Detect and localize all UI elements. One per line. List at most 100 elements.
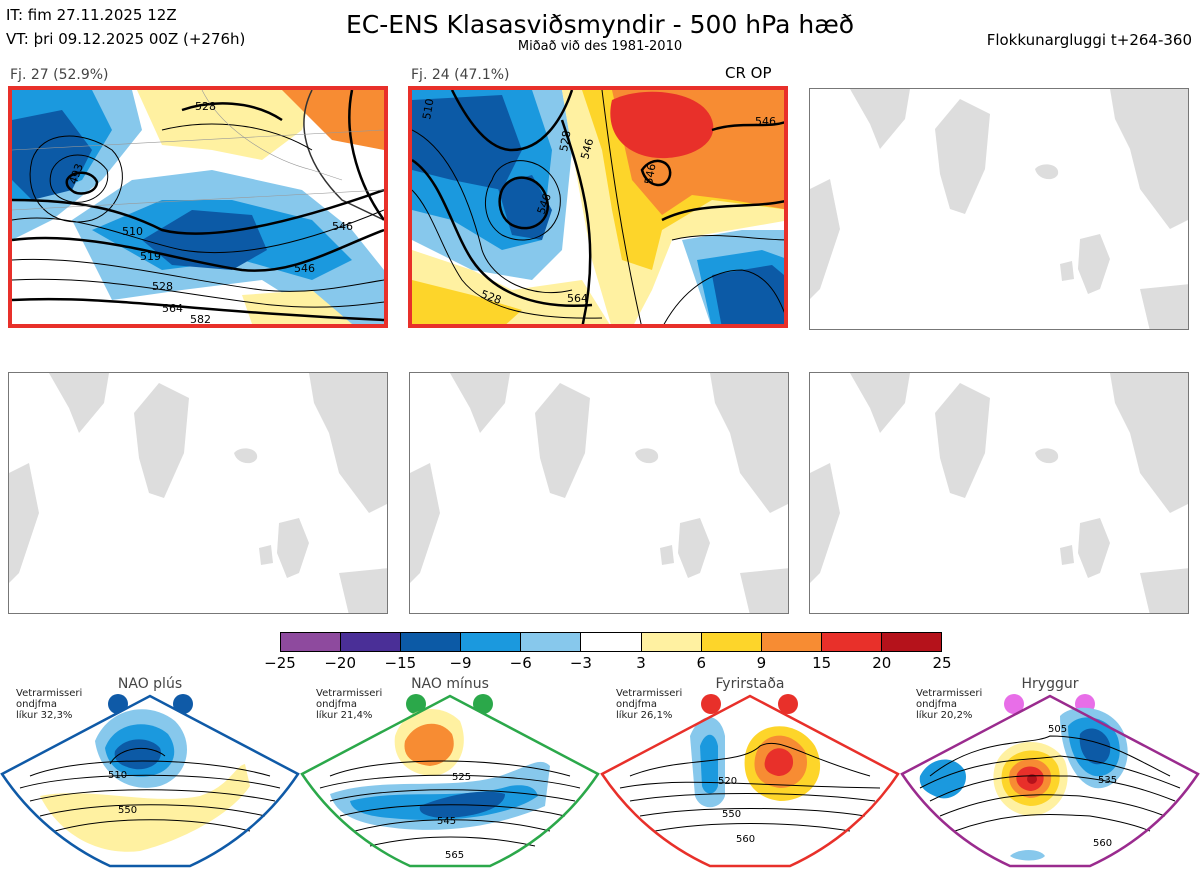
colorbar-ticks: −25 −20 −15 −9 −6 −3 3 6 9 15 20 25 <box>260 654 960 674</box>
colorbar-swatch <box>401 633 462 651</box>
colorbar-tick-label: −6 <box>509 654 532 672</box>
regime-stat-line: Vetrarmisseri <box>16 688 83 699</box>
regime-probability: líkur 32,3% <box>16 710 73 721</box>
regime-ridge[interactable]: Hryggur Vetrarmisseri ondjfma líkur 20,2… <box>900 676 1200 871</box>
contour-label: 520 <box>718 776 737 787</box>
contour-label: 565 <box>445 850 464 861</box>
cluster-map-1[interactable]: 528 493 510 519 528 546 546 564 582 <box>8 86 388 328</box>
empty-map-graphic <box>410 373 788 613</box>
empty-map-graphic <box>810 89 1188 329</box>
cluster-map-5-empty[interactable] <box>409 372 789 614</box>
regime-nao-minus[interactable]: NAO mínus Vetrarmisseri ondjfma líkur 21… <box>300 676 600 871</box>
regime-map: 510 550 <box>0 694 300 868</box>
colorbar-tick-label: 3 <box>636 654 646 672</box>
regime-stat-line: ondjfma <box>616 699 657 710</box>
regime-stats: Vetrarmisseri ondjfma líkur 32,3% <box>16 688 82 721</box>
regime-name: Fyrirstaða <box>715 676 785 692</box>
colorbar-swatch <box>281 633 342 651</box>
cluster-map-1-graphic: 528 493 510 519 528 546 546 564 582 <box>12 90 384 324</box>
regime-name: NAO mínus <box>411 676 489 692</box>
regime-stat-line: ondjfma <box>316 699 357 710</box>
contour-label: 550 <box>118 805 137 816</box>
contour-label: 546 <box>294 262 315 275</box>
colorbar-swatch <box>461 633 522 651</box>
colorbar-tick-label: −25 <box>264 654 296 672</box>
regime-stats: Vetrarmisseri ondjfma líkur 21,4% <box>316 688 382 721</box>
regime-dot <box>406 694 426 714</box>
colorbar-tick-label: 15 <box>812 654 832 672</box>
regime-outline <box>300 694 600 868</box>
contour-label: 546 <box>642 163 658 186</box>
page-title: EC-ENS Klasasviðsmyndir - 500 hPa hæð <box>345 10 855 39</box>
cluster-map-4-empty[interactable] <box>8 372 388 614</box>
colorbar-swatch <box>341 633 402 651</box>
colorbar-tick-label: −9 <box>449 654 472 672</box>
contour-label: 519 <box>140 250 161 263</box>
contour-label: 560 <box>1093 838 1112 849</box>
regime-map: 520 550 560 <box>600 694 900 868</box>
cluster-map-3-empty[interactable] <box>809 88 1189 330</box>
colorbar-swatch <box>641 633 702 651</box>
colorbar-tick-label: −20 <box>324 654 356 672</box>
regime-blocking[interactable]: Fyrirstaða Vetrarmisseri ondjfma líkur 2… <box>600 676 900 871</box>
colorbar-tick-label: 6 <box>696 654 707 672</box>
regime-probability: líkur 21,4% <box>316 710 373 721</box>
regime-outline <box>600 694 900 868</box>
classification-window: Flokkunargluggi t+264-360 <box>986 31 1192 49</box>
contour-label: 510 <box>108 770 127 781</box>
colorbar-tick-label: 9 <box>756 654 767 672</box>
colorbar-swatch <box>881 633 942 651</box>
contour-label: 528 <box>557 130 573 153</box>
regime-probability: líkur 20,2% <box>916 710 973 721</box>
contour-label: 510 <box>122 225 143 238</box>
regime-stat-line: Vetrarmisseri <box>616 688 683 699</box>
panel-2-label: Fj. 24 (47.1%) <box>411 67 510 83</box>
regime-probability: líkur 26,1% <box>616 710 673 721</box>
regime-stats: Vetrarmisseri ondjfma líkur 26,1% <box>616 688 682 721</box>
regime-dot <box>778 694 798 714</box>
colorbar-swatch <box>521 633 582 651</box>
anomaly-colorbar <box>280 632 942 652</box>
regime-stat-line: Vetrarmisseri <box>316 688 383 699</box>
contour-label: 582 <box>190 313 211 324</box>
contour-label: 546 <box>332 220 353 233</box>
colorbar-tick-label: 20 <box>872 654 892 672</box>
contour-label: 528 <box>152 280 173 293</box>
contour-label: 510 <box>420 98 436 121</box>
colorbar-swatch <box>581 633 642 651</box>
colorbar-swatch <box>821 633 882 651</box>
contour-label: 535 <box>1098 775 1117 786</box>
cluster-map-6-empty[interactable] <box>809 372 1189 614</box>
contour-label: 560 <box>736 834 755 845</box>
regime-name: Hryggur <box>1021 676 1079 692</box>
regime-stat-line: ondjfma <box>916 699 957 710</box>
empty-map-graphic <box>810 373 1188 613</box>
colorbar-tick-label: −15 <box>384 654 417 672</box>
regime-stat-line: ondjfma <box>16 699 57 710</box>
regime-outline <box>900 694 1200 868</box>
regime-outline <box>0 694 300 868</box>
regime-dot <box>701 694 721 714</box>
valid-time: VT: þri 09.12.2025 00Z (+276h) <box>6 30 246 48</box>
contour-label: 550 <box>722 809 741 820</box>
cluster-map-2-graphic: 510 546 546 528 546 564 528 546 <box>412 90 784 324</box>
page-subtitle: Miðað við des 1981-2010 <box>517 39 683 54</box>
contour-label: 525 <box>452 772 471 783</box>
cr-op-tag: CR OP <box>725 64 772 82</box>
contour-label: 545 <box>437 816 456 827</box>
regime-map: 525 545 565 <box>300 694 600 868</box>
cluster-map-2[interactable]: 510 546 546 528 546 564 528 546 <box>408 86 788 328</box>
contour-label: 546 <box>755 115 776 128</box>
contour-label: 528 <box>195 100 216 113</box>
regime-map: 505 535 560 <box>900 694 1200 868</box>
colorbar-swatch <box>761 633 822 651</box>
regime-stats: Vetrarmisseri ondjfma líkur 20,2% <box>916 688 982 721</box>
panel-1-label: Fj. 27 (52.9%) <box>10 67 109 83</box>
regime-dot <box>1004 694 1024 714</box>
colorbar-tick-label: 25 <box>932 654 952 672</box>
regime-nao-plus[interactable]: NAO plús Vetrarmisseri ondjfma líkur 32,… <box>0 676 300 871</box>
regime-stat-line: Vetrarmisseri <box>916 688 983 699</box>
contour-label: 564 <box>567 292 588 305</box>
contour-label: 546 <box>578 137 596 161</box>
empty-map-graphic <box>9 373 387 613</box>
